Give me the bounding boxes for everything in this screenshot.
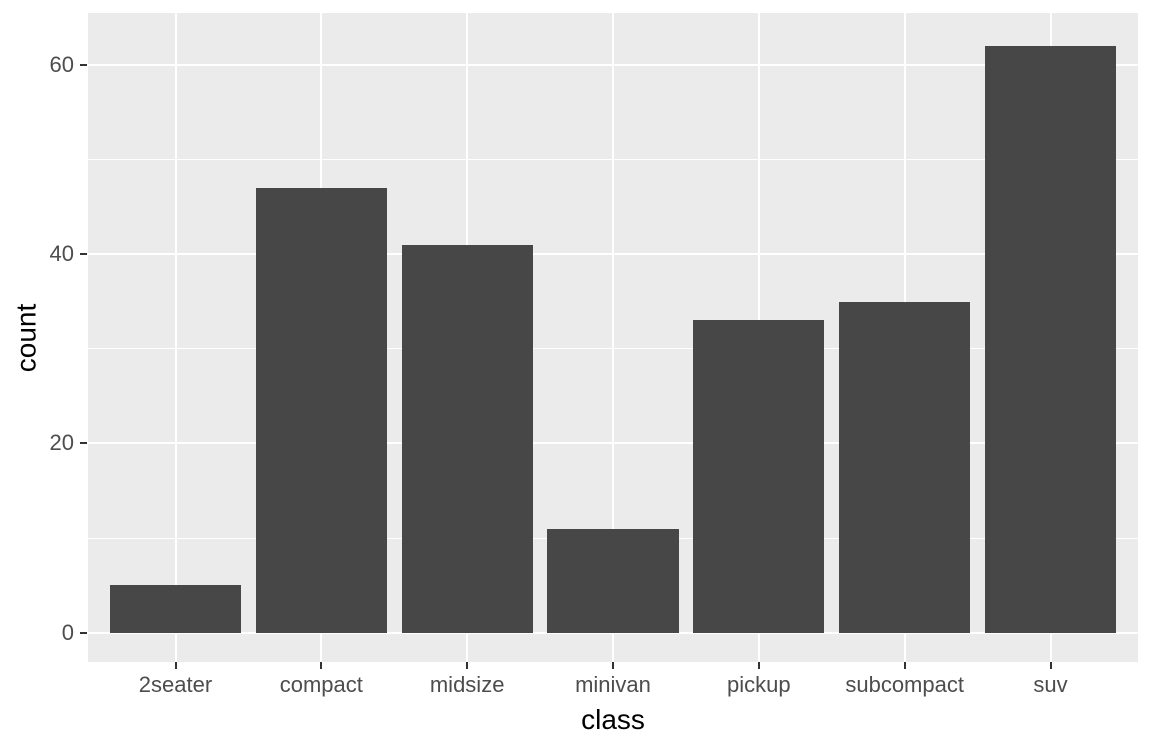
x-tick-suv	[1049, 662, 1052, 669]
y-tick-0	[80, 631, 87, 634]
x-tick-compact	[320, 662, 323, 669]
x-axis-title-wrap: class	[88, 704, 1138, 736]
gridline-x-2seater	[174, 13, 177, 662]
x-tick-label-midsize: midsize	[429, 672, 505, 697]
x-tick-label-minivan: minivan	[575, 672, 651, 697]
y-tick-label-40: 40	[49, 241, 74, 267]
y-tick-20	[80, 442, 87, 445]
x-tick-label-pickup: pickup	[727, 672, 791, 697]
plot-panel	[88, 13, 1138, 662]
y-tick-label-0: 0	[61, 619, 74, 645]
x-tick-pickup	[757, 662, 760, 669]
bar-pickup	[693, 320, 825, 633]
x-tick-label-subcompact: subcompact	[845, 672, 964, 697]
bar-midsize	[401, 244, 533, 633]
y-tick-40	[80, 253, 87, 256]
y-axis-title: count	[10, 303, 41, 372]
y-tick-60	[80, 64, 87, 67]
bar-minivan	[547, 528, 679, 633]
x-tick-label-2seater: 2seater	[138, 672, 213, 697]
y-axis-title-wrap: count	[0, 13, 52, 662]
x-tick-2seater	[174, 662, 177, 669]
gridline-x-minivan	[612, 13, 614, 662]
bar-suv	[984, 46, 1117, 633]
bar-subcompact	[839, 301, 971, 633]
x-axis-title: class	[581, 704, 645, 735]
bar-compact	[255, 188, 387, 633]
x-tick-subcompact	[903, 662, 906, 669]
x-tick-midsize	[466, 662, 469, 669]
x-tick-label-compact: compact	[279, 672, 363, 697]
x-tick-minivan	[612, 662, 614, 669]
y-tick-label-60: 60	[49, 52, 74, 78]
y-tick-label-20: 20	[49, 430, 74, 456]
x-tick-label-suv: suv	[1033, 672, 1068, 697]
bar-2seater	[109, 585, 242, 633]
